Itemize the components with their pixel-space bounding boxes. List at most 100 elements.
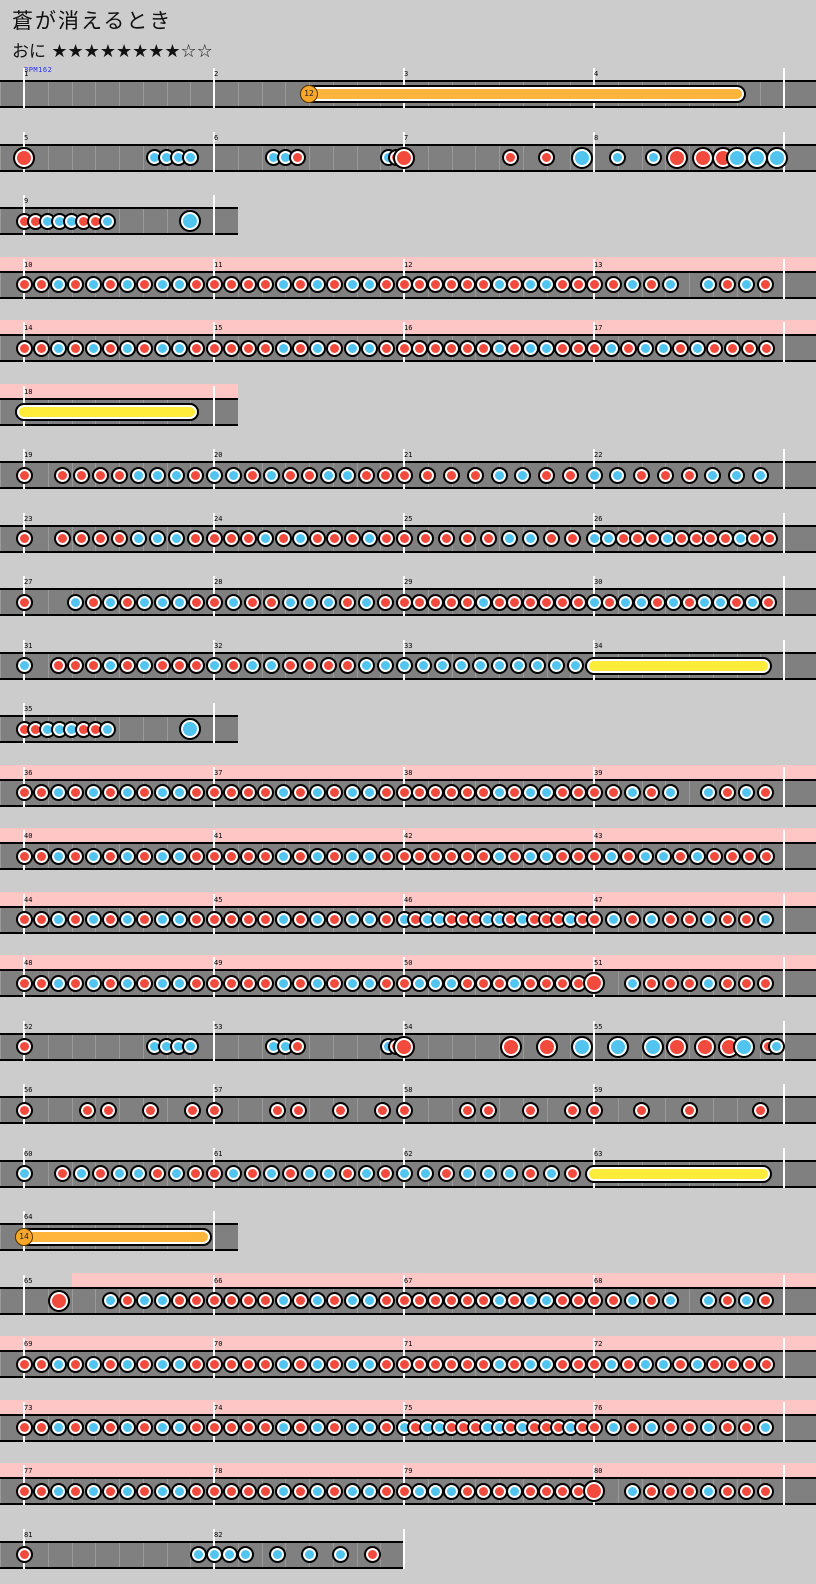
bar-line (213, 195, 215, 235)
don-note (376, 466, 394, 484)
beat-line (427, 1034, 429, 1059)
bar-number: 66 (214, 1276, 223, 1285)
don-note (205, 1101, 223, 1119)
beat-line (47, 82, 49, 106)
beat-line (546, 1098, 548, 1122)
bar-line (783, 830, 785, 870)
beat-line (689, 1288, 690, 1313)
bar-number: 49 (214, 959, 223, 967)
bar-line (783, 576, 785, 616)
ka-note (84, 974, 102, 992)
don-note (661, 1419, 679, 1436)
don-note (458, 974, 476, 992)
don-note (585, 276, 603, 293)
don-note (443, 339, 460, 357)
bar-number: 52 (24, 1022, 33, 1031)
don-note (604, 276, 622, 293)
beat-line (47, 463, 49, 487)
bar-number: 11 (214, 260, 223, 269)
don-note (343, 530, 361, 547)
ka-note (699, 974, 717, 992)
ka-note (309, 784, 327, 801)
don-note (32, 784, 50, 801)
don-note (67, 339, 85, 357)
don-note (119, 593, 137, 611)
ka-note (689, 339, 707, 357)
don-note (15, 784, 33, 801)
bar-number: 4 (594, 70, 599, 78)
ka-note (343, 847, 361, 865)
don-note (569, 1292, 587, 1309)
don-note (553, 276, 571, 293)
ka-note (609, 149, 627, 166)
beat-line (736, 971, 738, 995)
don-note (15, 593, 33, 611)
bar-number: 6 (214, 133, 219, 142)
bar-number: 77 (24, 1467, 33, 1475)
ka-note (84, 339, 102, 357)
ka-note (50, 276, 68, 293)
don-note (153, 657, 171, 674)
don-note (737, 911, 755, 928)
beat-line (71, 82, 73, 106)
beat-line (475, 145, 477, 170)
don-note (148, 1165, 166, 1182)
bar-number: 64 (24, 1213, 33, 1221)
ka-note (153, 974, 171, 992)
ka-note (609, 466, 627, 484)
don-note (326, 974, 344, 992)
ka-note-big (606, 1035, 629, 1058)
beat-line (261, 590, 263, 614)
ka-note (148, 530, 166, 547)
ka-note (602, 847, 620, 865)
bar-line (783, 1084, 785, 1124)
beat-line (119, 209, 120, 233)
don-note (67, 1355, 85, 1373)
bar-number: 17 (594, 324, 603, 332)
ka-note (490, 847, 508, 865)
don-note (718, 1419, 736, 1436)
course-name: おに (12, 42, 46, 62)
don-note (222, 1292, 240, 1309)
don-note (67, 847, 85, 865)
ka-note (538, 276, 555, 293)
don-note (378, 1292, 396, 1309)
bpm-label: BPM162 (24, 66, 53, 74)
drumroll (15, 402, 200, 421)
don-note (326, 784, 344, 801)
don-note (67, 974, 85, 992)
beat-line (261, 1161, 263, 1186)
bar-number: 31 (24, 641, 33, 650)
don-note (91, 1165, 109, 1182)
bar-number: 80 (594, 1467, 603, 1475)
don-note (543, 530, 561, 547)
ka-note (357, 593, 375, 611)
don-note (506, 847, 524, 865)
don-note (569, 784, 587, 801)
don-note (291, 276, 309, 293)
don-note (110, 466, 128, 484)
don-note (443, 784, 460, 801)
ka-note (343, 1292, 361, 1309)
don-note (15, 1038, 33, 1055)
beat-line (95, 82, 97, 106)
don-note (67, 276, 85, 293)
ka-note (538, 784, 555, 801)
don-note (756, 1292, 774, 1309)
ka-note (84, 1419, 102, 1436)
don-note (291, 1419, 309, 1436)
bar-number: 79 (404, 1467, 413, 1475)
bar-number: 37 (214, 768, 223, 777)
don-note (661, 911, 679, 928)
ka-note (637, 1355, 655, 1373)
bar-line (593, 131, 595, 172)
ka-note (309, 1355, 327, 1373)
beat-line (0, 1161, 1, 1186)
ka-note (395, 1165, 413, 1182)
don-note (671, 847, 689, 865)
ka-note (119, 1482, 137, 1500)
beat-line (522, 145, 524, 170)
beat-line (190, 82, 192, 106)
ka-note (153, 1292, 171, 1309)
bar-line (593, 1020, 595, 1061)
